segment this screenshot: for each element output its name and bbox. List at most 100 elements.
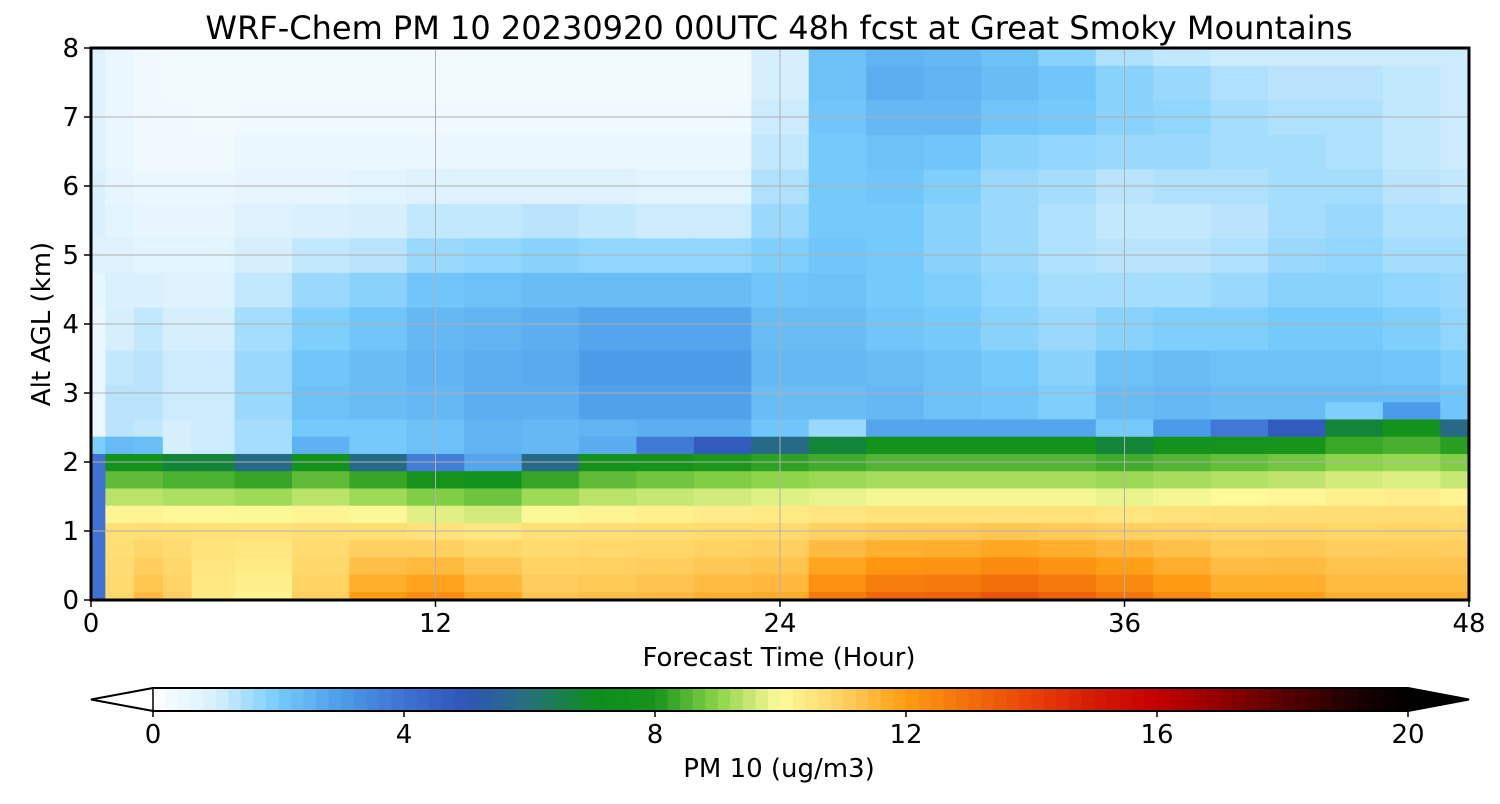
- y-tick-label: 5: [62, 241, 79, 271]
- heatmap-cell: [579, 349, 638, 368]
- colorbar-tick-label: 4: [396, 720, 413, 750]
- heatmap-cell: [1440, 591, 1469, 600]
- heatmap-cell: [162, 539, 193, 558]
- heatmap-cell: [349, 349, 408, 368]
- heatmap-cell: [980, 272, 1039, 308]
- x-tick-label: 48: [1452, 609, 1485, 639]
- heatmap-cell: [105, 574, 135, 592]
- heatmap-cell: [1038, 306, 1097, 334]
- heatmap-cell: [1153, 591, 1212, 600]
- heatmap-cell: [1153, 505, 1212, 523]
- colorbar-bin: [968, 688, 982, 711]
- heatmap-cell: [1210, 349, 1269, 368]
- heatmap-cell: [1268, 470, 1327, 489]
- heatmap-cell: [134, 470, 164, 489]
- heatmap-cell: [464, 574, 523, 592]
- heatmap-cell: [579, 539, 638, 558]
- heatmap-cell: [1440, 436, 1469, 454]
- heatmap-cell: [1382, 418, 1441, 437]
- colorbar-tick-label: 12: [889, 720, 922, 750]
- heatmap-cell: [1038, 134, 1097, 170]
- heatmap-cell: [693, 436, 752, 454]
- heatmap-cell: [1382, 203, 1441, 239]
- heatmap-cell: [1382, 332, 1441, 351]
- heatmap-cell: [1038, 48, 1097, 66]
- heatmap-cell: [134, 539, 164, 558]
- heatmap-cell: [923, 134, 982, 170]
- colorbar-bin: [240, 688, 254, 711]
- heatmap-cell: [134, 418, 164, 437]
- heatmap-cell: [980, 539, 1039, 558]
- heatmap-cell: [579, 505, 638, 523]
- heatmap-cell: [1382, 556, 1441, 575]
- heatmap-cell: [1382, 306, 1441, 334]
- heatmap-cell: [1325, 349, 1384, 368]
- heatmap-cell: [808, 65, 867, 101]
- heatmap-cell: [291, 574, 350, 592]
- colorbar-bin: [680, 688, 694, 711]
- heatmap-cell: [291, 65, 350, 101]
- heatmap-cell: [693, 470, 752, 489]
- heatmap-cell: [234, 470, 293, 489]
- heatmap-cell: [349, 401, 408, 420]
- heatmap-cell: [162, 401, 193, 420]
- heatmap-cell: [464, 487, 523, 506]
- heatmap-cell: [808, 539, 867, 558]
- heatmap-cell: [191, 367, 236, 385]
- heatmap-cell: [521, 539, 580, 558]
- heatmap-cell: [91, 367, 106, 385]
- heatmap-cell: [1153, 65, 1212, 101]
- x-tick-label: 0: [83, 609, 100, 639]
- heatmap-cell: [162, 306, 193, 334]
- heatmap-cell: [636, 539, 695, 558]
- heatmap-cell: [1153, 272, 1212, 308]
- heatmap-cell: [105, 272, 135, 308]
- heatmap-cell: [866, 556, 925, 575]
- colorbar-bin: [1395, 688, 1409, 711]
- heatmap-cell: [1325, 436, 1384, 454]
- y-tick-label: 3: [62, 379, 79, 409]
- heatmap-cell: [349, 272, 408, 308]
- colorbar-bin: [516, 688, 530, 711]
- heatmap-cell: [808, 470, 867, 489]
- heatmap-cell: [1038, 332, 1097, 351]
- heatmap-cell: [1268, 591, 1327, 600]
- heatmap-cell: [464, 470, 523, 489]
- heatmap-cell: [1210, 306, 1269, 334]
- heatmap-cell: [1210, 65, 1269, 101]
- heatmap-cell: [1210, 332, 1269, 351]
- heatmap-cell: [464, 505, 523, 523]
- heatmap-cell: [105, 436, 135, 454]
- colorbar-bin: [843, 688, 857, 711]
- heatmap-cell: [191, 134, 236, 170]
- heatmap-cell: [579, 487, 638, 506]
- heatmap-cell: [521, 65, 580, 101]
- heatmap-cell: [1210, 418, 1269, 437]
- heatmap-cell: [579, 65, 638, 101]
- heatmap-cell: [1325, 272, 1384, 308]
- heatmap-cell: [980, 48, 1039, 66]
- heatmap-cell: [191, 401, 236, 420]
- heatmap-cell: [1382, 367, 1441, 385]
- heatmap-cell: [105, 418, 135, 437]
- heatmap-cell: [1038, 418, 1097, 437]
- colorbar-bin: [466, 688, 480, 711]
- heatmap-cell: [134, 65, 164, 101]
- heatmap-cell: [191, 591, 236, 600]
- heatmap-cell: [1325, 367, 1384, 385]
- heatmap-cell: [291, 556, 350, 575]
- y-tick-label: 0: [62, 586, 79, 616]
- heatmap-cell: [1382, 436, 1441, 454]
- colorbar-bin: [542, 688, 556, 711]
- heatmap-cell: [349, 436, 408, 454]
- heatmap-cell: [191, 349, 236, 368]
- colorbar-bin: [391, 688, 405, 711]
- colorbar-extend-high: [1407, 687, 1470, 712]
- heatmap-cell: [162, 48, 193, 66]
- colorbar-bin: [353, 688, 367, 711]
- heatmap-cell: [1153, 574, 1212, 592]
- heatmap-cell: [1210, 487, 1269, 506]
- heatmap-cell: [808, 48, 867, 66]
- heatmap-cell: [693, 367, 752, 385]
